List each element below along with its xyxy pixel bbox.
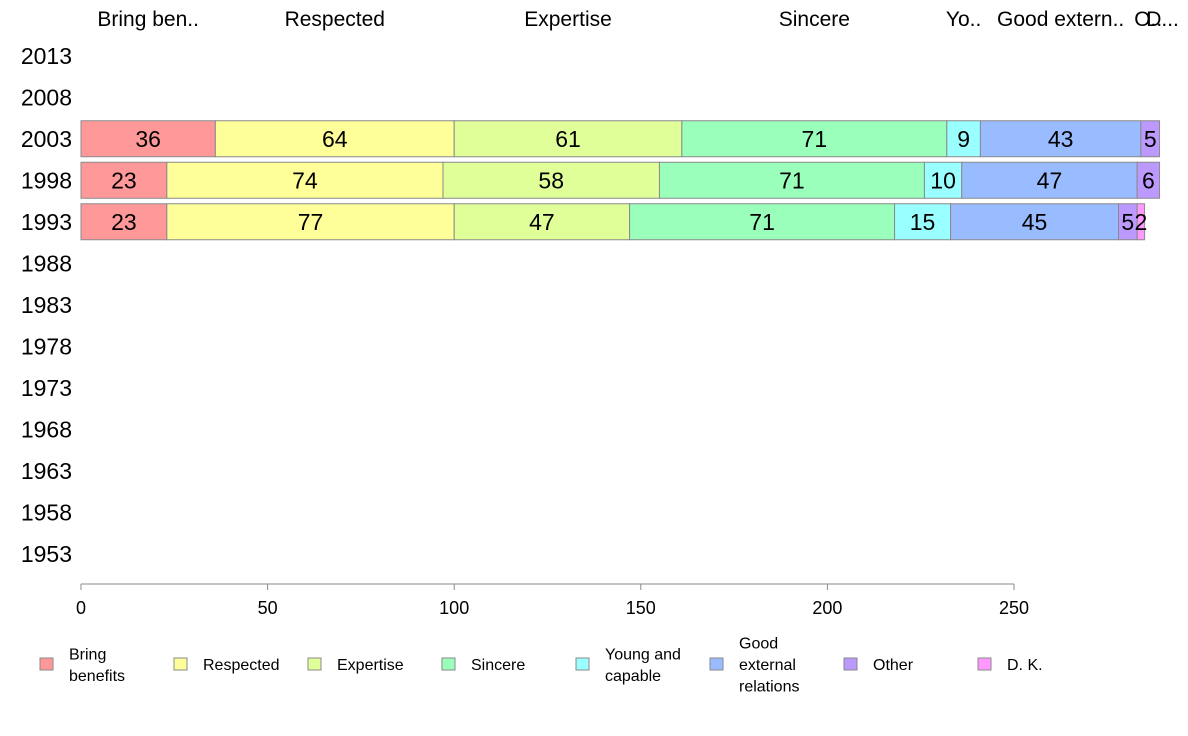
column-headers: Bring ben.. Respected Expertise Sincere Yo..… <box>97 8 1178 31</box>
data-label: 64 <box>322 126 348 152</box>
bar-segment <box>214 120 455 158</box>
x-tick-label: 200 <box>812 598 842 618</box>
data-label: 10 <box>930 167 956 193</box>
legend-label: Bring <box>69 646 106 663</box>
bar-segment <box>961 161 1138 199</box>
data-label: 23 <box>111 209 137 235</box>
x-tick-label: 250 <box>999 598 1029 618</box>
legend-label: relations <box>739 679 799 696</box>
category-label: 1973 <box>21 375 72 401</box>
x-tick-label: 100 <box>439 598 469 618</box>
legend-label: capable <box>605 668 661 685</box>
category-label: 2008 <box>21 84 72 110</box>
data-label: 5 <box>1121 209 1134 235</box>
column-header: Bring ben.. <box>97 8 199 31</box>
data-label: 5 <box>1144 126 1157 152</box>
column-header: Good extern.. <box>997 8 1124 31</box>
category-label: 1968 <box>21 416 72 442</box>
data-label: 71 <box>802 126 828 152</box>
legend-label: D. K. <box>1007 657 1043 674</box>
data-label: 47 <box>529 209 555 235</box>
bar-segment <box>442 161 660 199</box>
bar-segment <box>1136 203 1146 241</box>
category-label: 1983 <box>21 292 72 318</box>
category-label: 1988 <box>21 250 72 276</box>
bar-segment <box>80 203 168 241</box>
data-label: 71 <box>749 209 775 235</box>
legend-swatch <box>575 657 590 671</box>
column-header: Expertise <box>524 8 612 31</box>
legend-label: external <box>739 657 796 674</box>
data-label: 15 <box>910 209 936 235</box>
legend-label: Expertise <box>337 657 404 674</box>
bar-segment <box>629 203 896 241</box>
data-label: 6 <box>1142 167 1155 193</box>
legend-label: Good <box>739 636 778 653</box>
data-label: 71 <box>779 167 805 193</box>
column-header: Respected <box>285 8 385 31</box>
data-label: 2 <box>1134 209 1147 235</box>
category-label: 1998 <box>21 167 72 193</box>
data-label: 74 <box>292 167 318 193</box>
data-label: 45 <box>1022 209 1048 235</box>
data-label: 9 <box>957 126 970 152</box>
legend-swatch <box>977 657 992 671</box>
legend-swatch <box>441 657 456 671</box>
data-label: 23 <box>111 167 137 193</box>
legend-label: benefits <box>69 668 125 685</box>
data-label: 47 <box>1037 167 1063 193</box>
x-axis: 0 50 100 150 200 250 <box>76 583 1029 618</box>
bar-segment <box>166 161 444 199</box>
column-header: D... <box>1146 8 1179 31</box>
legend-swatch <box>709 657 724 671</box>
bars: 36 64 61 71 9 43 523 74 58 71 10 47 623 77 47 71 15 45 5 2 <box>80 120 1161 241</box>
bar-segment <box>166 203 455 241</box>
data-label: 36 <box>135 126 161 152</box>
category-label: 1953 <box>21 541 72 567</box>
legend-swatch <box>843 657 858 671</box>
legend-swatch <box>307 657 322 671</box>
legend-label: Sincere <box>471 657 525 674</box>
bar-segment <box>80 161 168 199</box>
x-tick-label: 0 <box>76 598 86 618</box>
bar-segment <box>1140 120 1161 158</box>
category-label: 2013 <box>21 43 72 69</box>
bar-segment <box>894 203 952 241</box>
legend-label: Respected <box>203 657 280 674</box>
data-label: 77 <box>298 209 324 235</box>
bar-segment <box>658 161 925 199</box>
category-labels: 2013 2008 2003 1998 1993 1988 1983 1978 1973 1968… <box>21 43 72 567</box>
legend: Bring benefits Respected Expertise Sincere Yo… <box>39 636 1043 696</box>
column-header: Sincere <box>779 8 850 31</box>
bar-segment <box>950 203 1119 241</box>
legend-swatch <box>39 657 54 671</box>
x-tick-label: 150 <box>626 598 656 618</box>
category-label: 1958 <box>21 499 72 525</box>
category-label: 1993 <box>21 209 72 235</box>
bar-segment <box>453 203 631 241</box>
bar-segment <box>923 161 963 199</box>
legend-label: Young and <box>605 646 681 663</box>
x-tick-label: 50 <box>258 598 278 618</box>
column-header: O.. <box>1134 8 1162 31</box>
category-label: 1963 <box>21 458 72 484</box>
column-header: Yo.. <box>946 8 981 31</box>
data-label: 58 <box>538 167 564 193</box>
bar-segment <box>1136 161 1161 199</box>
legend-label: Other <box>873 657 914 674</box>
category-label: 1978 <box>21 333 72 359</box>
data-label: 61 <box>555 126 581 152</box>
bar-segment <box>979 120 1142 158</box>
category-label: 2003 <box>21 126 72 152</box>
data-label: 43 <box>1048 126 1074 152</box>
legend-swatch <box>173 657 188 671</box>
bar-segment <box>946 120 981 158</box>
